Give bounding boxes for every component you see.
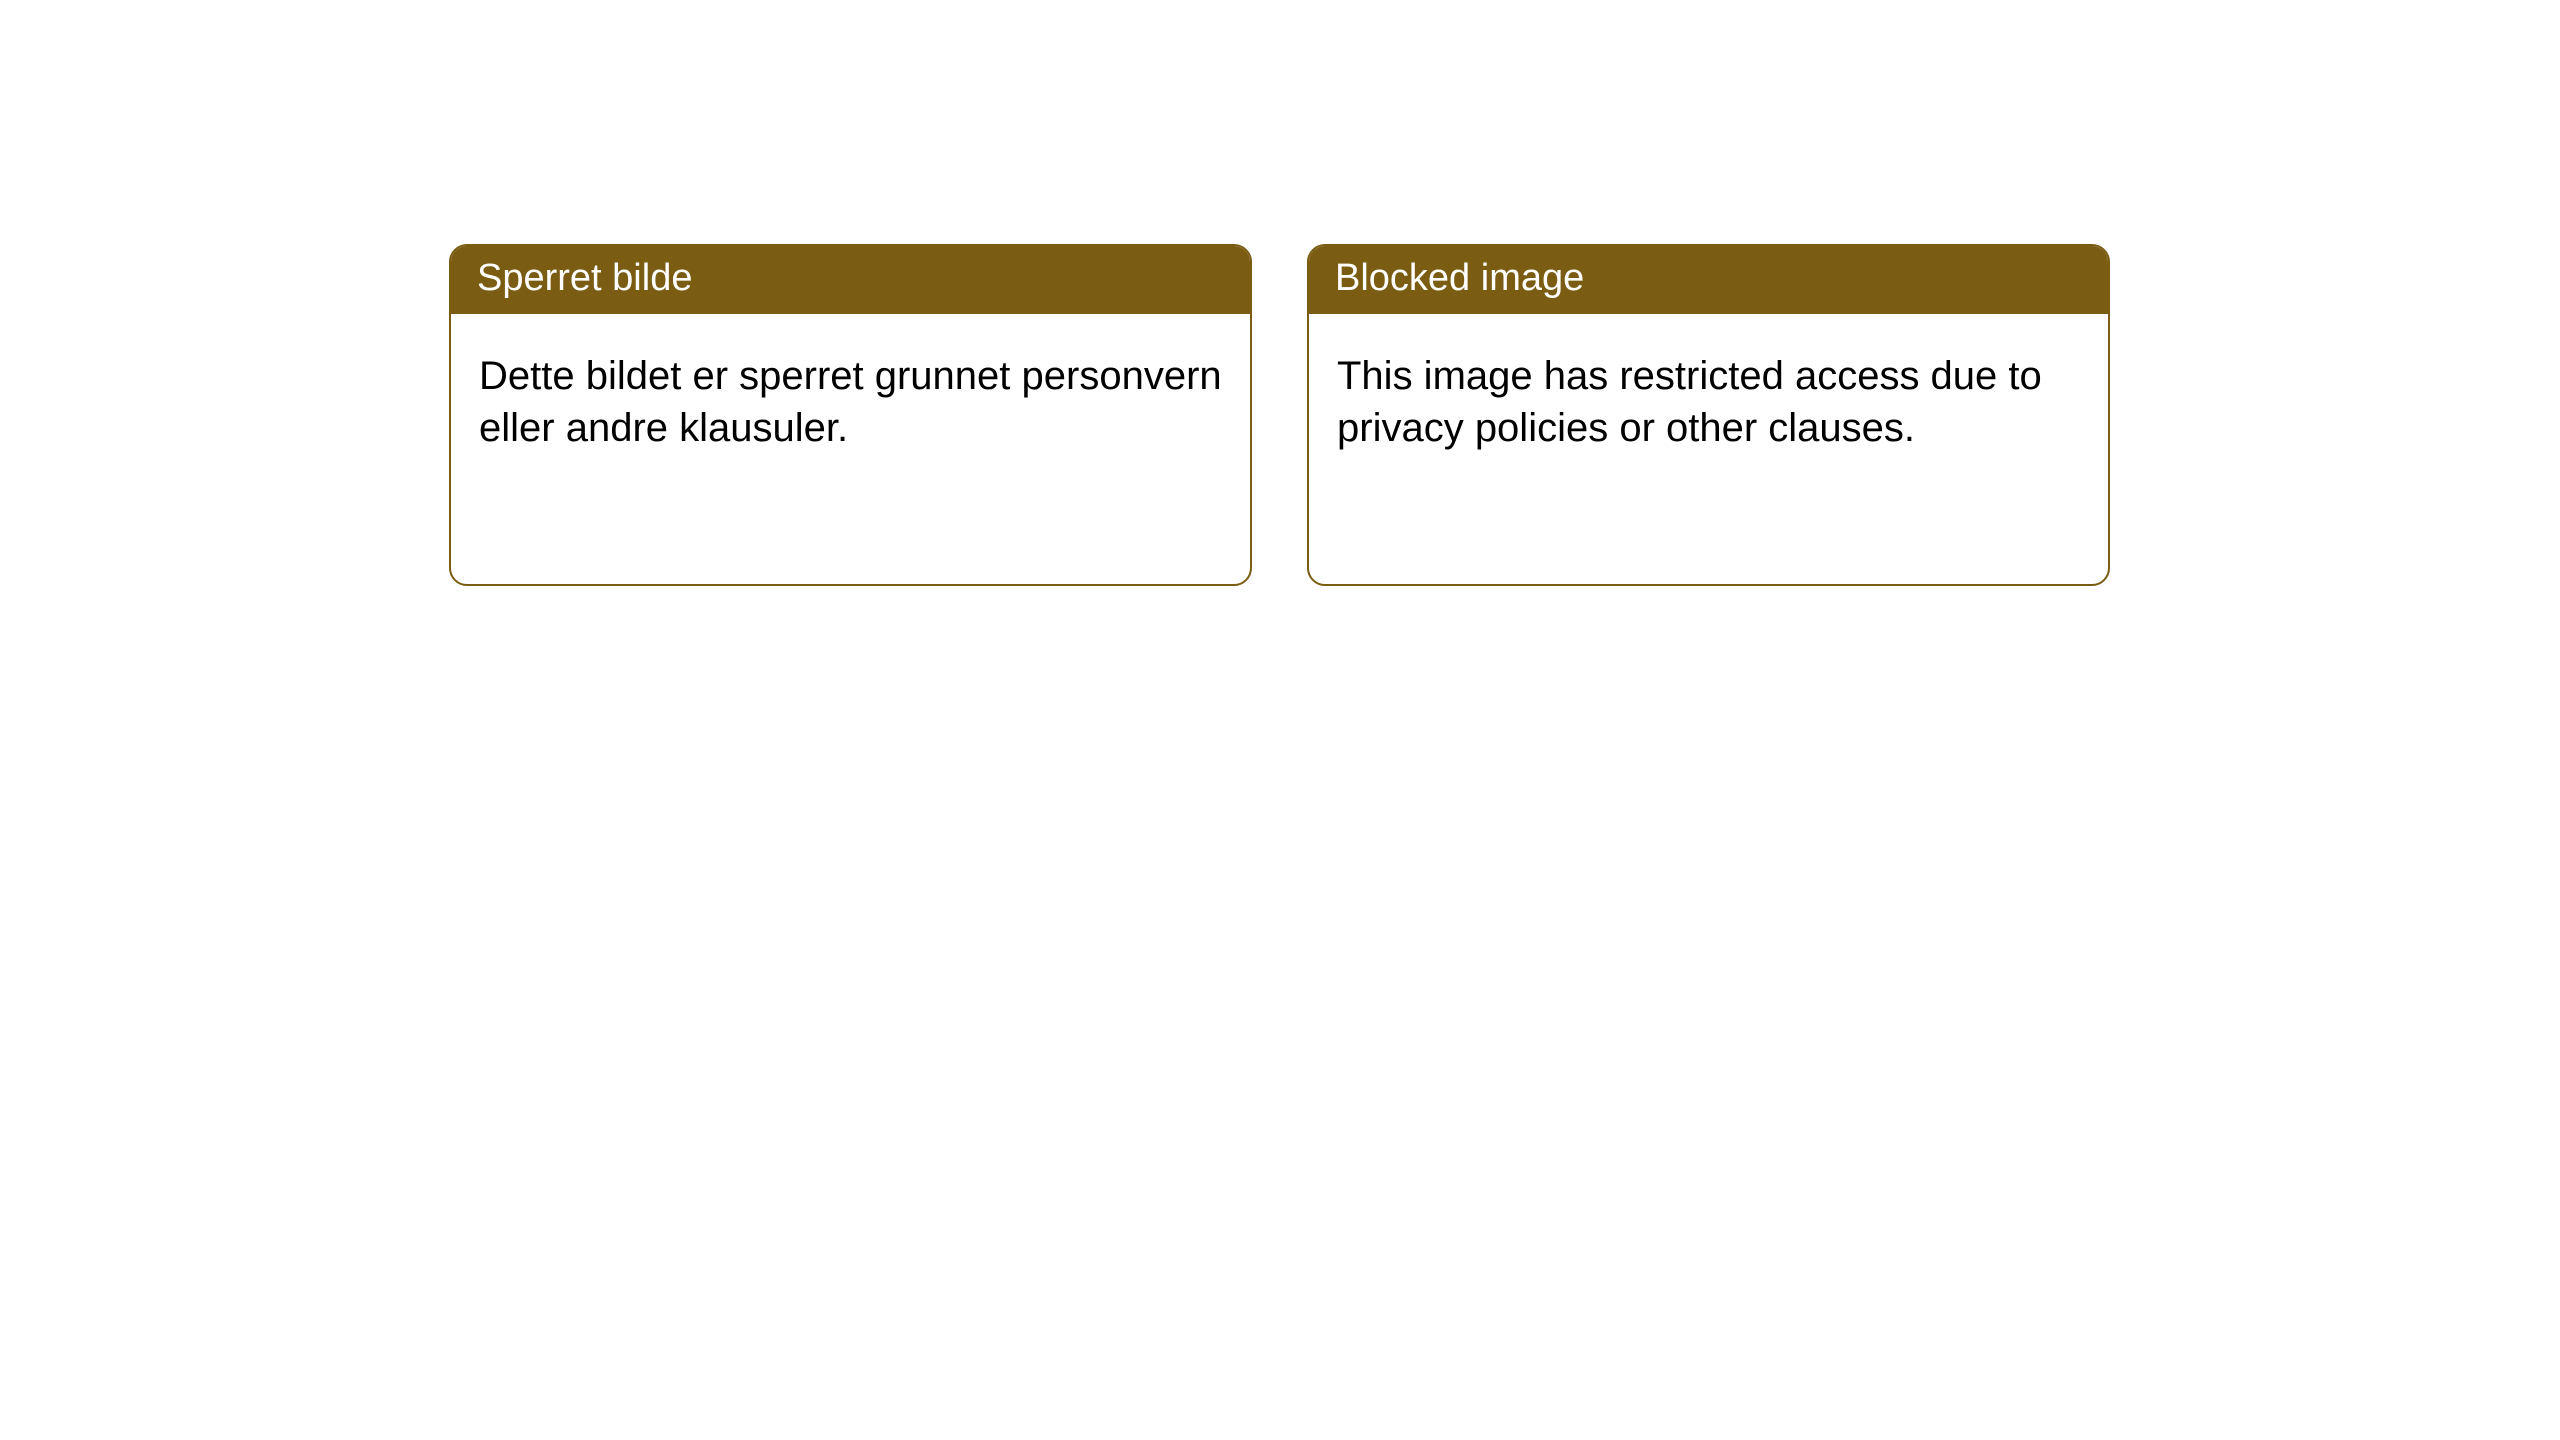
notice-message: Dette bildet er sperret grunnet personve… [479, 350, 1222, 456]
notice-body: Dette bildet er sperret grunnet personve… [451, 314, 1250, 584]
notice-title: Sperret bilde [477, 257, 692, 299]
notice-title: Blocked image [1335, 257, 1584, 299]
notice-header: Sperret bilde [451, 246, 1250, 314]
notice-cards-container: Sperret bilde Dette bildet er sperret gr… [449, 244, 2110, 586]
notice-card-norwegian: Sperret bilde Dette bildet er sperret gr… [449, 244, 1252, 586]
notice-card-english: Blocked image This image has restricted … [1307, 244, 2110, 586]
notice-header: Blocked image [1309, 246, 2108, 314]
notice-message: This image has restricted access due to … [1337, 350, 2080, 456]
notice-body: This image has restricted access due to … [1309, 314, 2108, 584]
